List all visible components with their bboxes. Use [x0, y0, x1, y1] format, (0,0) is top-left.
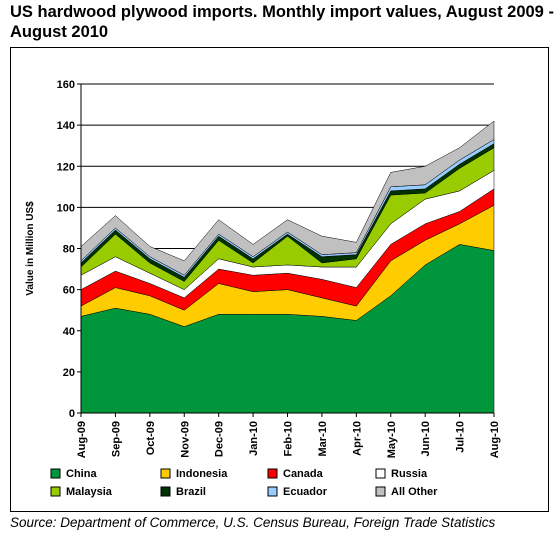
legend-swatch-indonesia: [160, 468, 171, 479]
y-tick-label: 0: [69, 408, 75, 420]
x-tick-label: Oct-09: [145, 421, 157, 455]
x-tick-label: Apr-10: [351, 421, 363, 456]
x-tick-label: Mar-10: [317, 421, 329, 456]
x-tick-label: Aug-09: [76, 421, 88, 458]
legend-label-malaysia: Malaysia: [66, 486, 113, 498]
legend-label-russia: Russia: [391, 468, 428, 480]
y-tick-label: 100: [57, 202, 75, 214]
x-tick-label: Jan-10: [248, 421, 260, 456]
legend-label-all-other: All Other: [391, 486, 438, 498]
area-all-other: [80, 120, 495, 276]
legend-swatch-canada: [267, 468, 278, 479]
chart-area: 0 20 40 60 80 100 120 140 160 Aug-09 Sep-09 Oct-09 N…: [10, 47, 549, 512]
x-tick-label: Sep-09: [110, 421, 122, 457]
legend-swatch-russia: [375, 468, 386, 479]
source-note: Source: Department of Commerce, U.S. Cen…: [10, 515, 496, 530]
chart-title: US hardwood plywood imports. Monthly imp…: [10, 3, 554, 41]
x-tick-label: Jun-10: [420, 421, 432, 456]
legend-swatch-malaysia: [50, 486, 61, 497]
y-axis-title: Value in Million US$: [25, 201, 36, 296]
y-tick-label: 20: [63, 367, 75, 379]
x-tick-label: Jul-10: [455, 421, 467, 453]
legend-label-ecuador: Ecuador: [283, 486, 328, 498]
legend-label-brazil: Brazil: [176, 486, 206, 498]
y-tick-label: 140: [57, 120, 75, 132]
area-series-layer: [80, 120, 495, 414]
legend-swatch-brazil: [160, 486, 171, 497]
x-tick-label: Aug-10: [489, 421, 501, 458]
legend-swatch-all-other: [375, 486, 386, 497]
x-tick-label: May-10: [386, 421, 398, 458]
x-tick-label: Dec-09: [214, 421, 226, 457]
x-tick-label: Nov-09: [179, 421, 191, 458]
x-tick-label: Feb-10: [283, 421, 295, 456]
chart-plot-svg: 0 20 40 60 80 100 120 140 160 Aug-09 Sep-09 Oct-09 N…: [25, 79, 501, 498]
y-tick-label: 80: [63, 244, 75, 256]
y-tick-label: 60: [63, 285, 75, 297]
legend-swatch-china: [50, 468, 61, 479]
legend-label-indonesia: Indonesia: [176, 468, 228, 480]
legend: China Indonesia Canada Russia Malaysia Brazil…: [50, 468, 438, 498]
axes: 0 20 40 60 80 100 120 140 160 Aug-09 Sep-09 Oct-09 N…: [25, 79, 501, 458]
legend-label-canada: Canada: [283, 468, 324, 480]
y-tick-label: 120: [57, 161, 75, 173]
y-tick-label: 160: [57, 79, 75, 91]
legend-label-china: China: [66, 468, 97, 480]
legend-swatch-ecuador: [267, 486, 278, 497]
y-tick-label: 40: [63, 326, 75, 338]
